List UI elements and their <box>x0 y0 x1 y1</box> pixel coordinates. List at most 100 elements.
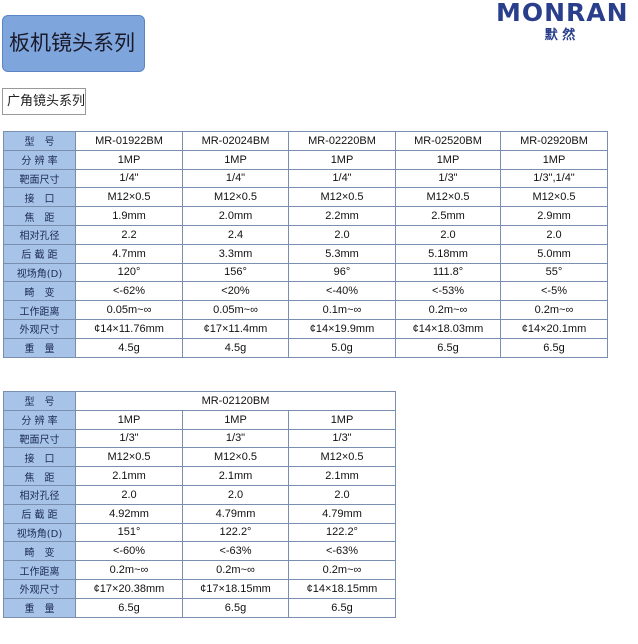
cell: MR-02920BM <box>500 131 608 151</box>
row-label: 焦 距 <box>3 466 76 486</box>
cell: 2.0 <box>500 224 608 245</box>
table-row: 重 量 4.5g 4.5g 5.0g 6.5g 6.5g <box>3 337 608 358</box>
table-row: 接 口 M12×0.5 M12×0.5 M12×0.5 <box>3 447 396 468</box>
cell: <-5% <box>500 281 608 302</box>
cell: ¢14×18.03mm <box>395 318 501 339</box>
table-row: 外观尺寸 ¢14×11.76mm ¢17×11.4mm ¢14×19.9mm ¢14×1… <box>3 318 608 339</box>
cell: 0.2m~∞ <box>288 560 396 580</box>
table-row: 畸 变 <-60% <-63% <-63% <box>3 541 396 562</box>
cell: 1/4" <box>75 168 183 189</box>
spec-table: 型 号 MR-02120BM 分 辨 率 1MP 1MP 1MP 靶面尺寸 1/3" 1/3" 1… <box>3 391 396 618</box>
cell: 5.0g <box>288 337 396 358</box>
cell: M12×0.5 <box>75 187 183 208</box>
row-label: 重 量 <box>3 337 76 358</box>
page-title: 板机镜头系列 <box>2 15 145 72</box>
cell: ¢14×11.76mm <box>75 318 183 339</box>
cell: 1/3" <box>75 428 183 449</box>
cell: 2.0mm <box>182 206 289 226</box>
cell: ¢17×20.38mm <box>75 578 183 599</box>
cell: <-62% <box>75 281 183 302</box>
cell: ¢17×18.15mm <box>182 578 289 599</box>
cell: 4.5g <box>182 337 289 358</box>
cell: 1/3" <box>288 428 396 449</box>
table-row: 型 号 MR-02120BM <box>3 391 396 411</box>
spec-table: 型 号 MR-01922BM MR-02024BM MR-02220BM MR-0252… <box>3 131 608 358</box>
table-row: 靶面尺寸 1/3" 1/3" 1/3" <box>3 428 396 449</box>
cell: 2.5mm <box>395 206 501 226</box>
table-row: 焦 距 2.1mm 2.1mm 2.1mm <box>3 466 396 486</box>
cell: 2.2 <box>75 224 183 245</box>
cell: MR-02024BM <box>182 131 289 151</box>
cell: 2.0 <box>288 484 396 505</box>
cell: M12×0.5 <box>500 187 608 208</box>
row-label: 相对孔径 <box>3 224 76 245</box>
cell: 1MP <box>395 149 501 170</box>
cell: 151° <box>75 522 183 543</box>
cell: ¢14×19.9mm <box>288 318 396 339</box>
cell: ¢17×11.4mm <box>182 318 289 339</box>
cell: 5.0mm <box>500 243 608 264</box>
table-row: 工作距离 0.2m~∞ 0.2m~∞ 0.2m~∞ <box>3 560 396 580</box>
row-label: 靶面尺寸 <box>3 428 76 449</box>
cell: 5.18mm <box>395 243 501 264</box>
row-label: 接 口 <box>3 187 76 208</box>
cell: M12×0.5 <box>288 447 396 468</box>
cell: <-63% <box>182 541 289 562</box>
cell: 1MP <box>500 149 608 170</box>
row-label: 分 辨 率 <box>3 149 76 170</box>
cell: MR-02520BM <box>395 131 501 151</box>
row-label: 工作距离 <box>3 560 76 580</box>
table-row: 外观尺寸 ¢17×20.38mm ¢17×18.15mm ¢14×18.15mm <box>3 578 396 599</box>
row-label: 外观尺寸 <box>3 318 76 339</box>
cell: 0.2m~∞ <box>182 560 289 580</box>
row-label: 接 口 <box>3 447 76 468</box>
cell: 1/3",1/4" <box>500 168 608 189</box>
cell: 1/4" <box>288 168 396 189</box>
table-row: 畸 变 <-62% <20% <-40% <-53% <-5% <box>3 281 608 302</box>
row-label: 型 号 <box>3 131 76 151</box>
logo-brand: MONRAN <box>496 0 629 27</box>
cell: 2.9mm <box>500 206 608 226</box>
cell: <-60% <box>75 541 183 562</box>
cell: 5.3mm <box>288 243 396 264</box>
cell: M12×0.5 <box>395 187 501 208</box>
row-label: 视场角(D) <box>3 522 76 543</box>
cell: 1MP <box>288 409 396 430</box>
cell: M12×0.5 <box>182 447 289 468</box>
cell: 1MP <box>182 149 289 170</box>
row-label: 视场角(D) <box>3 262 76 283</box>
cell: 2.2mm <box>288 206 396 226</box>
cell: M12×0.5 <box>182 187 289 208</box>
cell: MR-01922BM <box>75 131 183 151</box>
cell: <-53% <box>395 281 501 302</box>
cell: 3.3mm <box>182 243 289 264</box>
logo-chinese: 默 然 <box>544 28 576 43</box>
row-label: 后 截 距 <box>3 243 76 264</box>
cell: 1MP <box>288 149 396 170</box>
row-label: 后 截 距 <box>3 503 76 524</box>
cell: 0.05m~∞ <box>75 300 183 320</box>
table-row: 相对孔径 2.2 2.4 2.0 2.0 2.0 <box>3 224 608 245</box>
cell: 0.1m~∞ <box>288 300 396 320</box>
row-label: 畸 变 <box>3 541 76 562</box>
cell: 4.79mm <box>182 503 289 524</box>
table-row: 焦 距 1.9mm 2.0mm 2.2mm 2.5mm 2.9mm <box>3 206 608 226</box>
cell: M12×0.5 <box>75 447 183 468</box>
table-row: 分 辨 率 1MP 1MP 1MP <box>3 409 396 430</box>
cell: 2.1mm <box>182 466 289 486</box>
cell: 1.9mm <box>75 206 183 226</box>
cell: 1MP <box>182 409 289 430</box>
table-row: 视场角(D) 151° 122.2° 122.2° <box>3 522 396 543</box>
table-row: 重 量 6.5g 6.5g 6.5g <box>3 597 396 618</box>
cell: 2.4 <box>182 224 289 245</box>
cell: 1MP <box>75 149 183 170</box>
row-label: 畸 变 <box>3 281 76 302</box>
cell: ¢14×20.1mm <box>500 318 608 339</box>
table-row: 后 截 距 4.92mm 4.79mm 4.79mm <box>3 503 396 524</box>
cell: 111.8° <box>395 262 501 283</box>
table-row: 相对孔径 2.0 2.0 2.0 <box>3 484 396 505</box>
cell: 6.5g <box>75 597 183 618</box>
cell: 4.79mm <box>288 503 396 524</box>
row-label: 分 辨 率 <box>3 409 76 430</box>
